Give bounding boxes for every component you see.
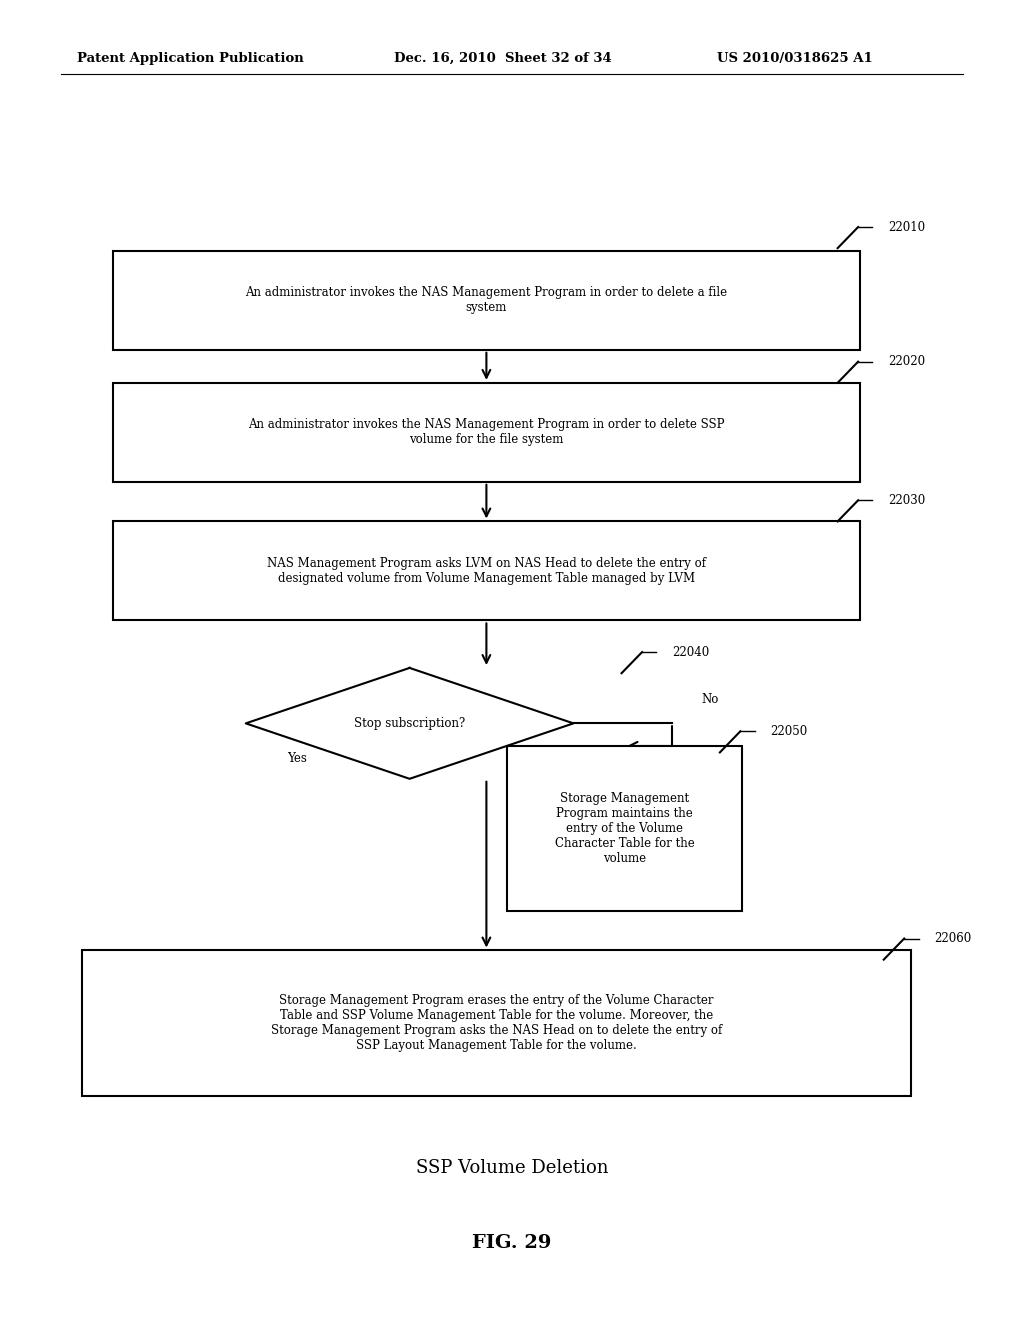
Text: FIG. 29: FIG. 29	[472, 1234, 552, 1253]
Bar	[113, 251, 860, 350]
Text: Dec. 16, 2010  Sheet 32 of 34: Dec. 16, 2010 Sheet 32 of 34	[394, 51, 612, 65]
Text: SSP Volume Deletion: SSP Volume Deletion	[416, 1159, 608, 1177]
Text: 22060: 22060	[934, 932, 971, 945]
Text: NAS Management Program asks LVM on NAS Head to delete the entry of
designated vo: NAS Management Program asks LVM on NAS H…	[267, 557, 706, 585]
Bar	[113, 521, 860, 620]
Text: No: No	[701, 693, 719, 706]
Text: 22010: 22010	[888, 220, 925, 234]
Text: 22040: 22040	[672, 645, 709, 659]
Text: An administrator invokes the NAS Management Program in order to delete a file
sy: An administrator invokes the NAS Managem…	[246, 286, 727, 314]
Text: Storage Management
Program maintains the
entry of the Volume
Character Table for: Storage Management Program maintains the…	[555, 792, 694, 865]
Bar	[113, 383, 860, 482]
Text: Yes: Yes	[287, 752, 307, 766]
Polygon shape	[246, 668, 573, 779]
Text: An administrator invokes the NAS Management Program in order to delete SSP
volum: An administrator invokes the NAS Managem…	[248, 418, 725, 446]
Text: 22030: 22030	[888, 494, 925, 507]
Text: 22020: 22020	[888, 355, 925, 368]
Text: 22050: 22050	[770, 725, 807, 738]
Text: US 2010/0318625 A1: US 2010/0318625 A1	[717, 51, 872, 65]
Text: Stop subscription?: Stop subscription?	[354, 717, 465, 730]
Bar	[507, 746, 742, 911]
Text: Patent Application Publication: Patent Application Publication	[77, 51, 303, 65]
Text: Storage Management Program erases the entry of the Volume Character
Table and SS: Storage Management Program erases the en…	[271, 994, 722, 1052]
Bar	[82, 950, 911, 1096]
